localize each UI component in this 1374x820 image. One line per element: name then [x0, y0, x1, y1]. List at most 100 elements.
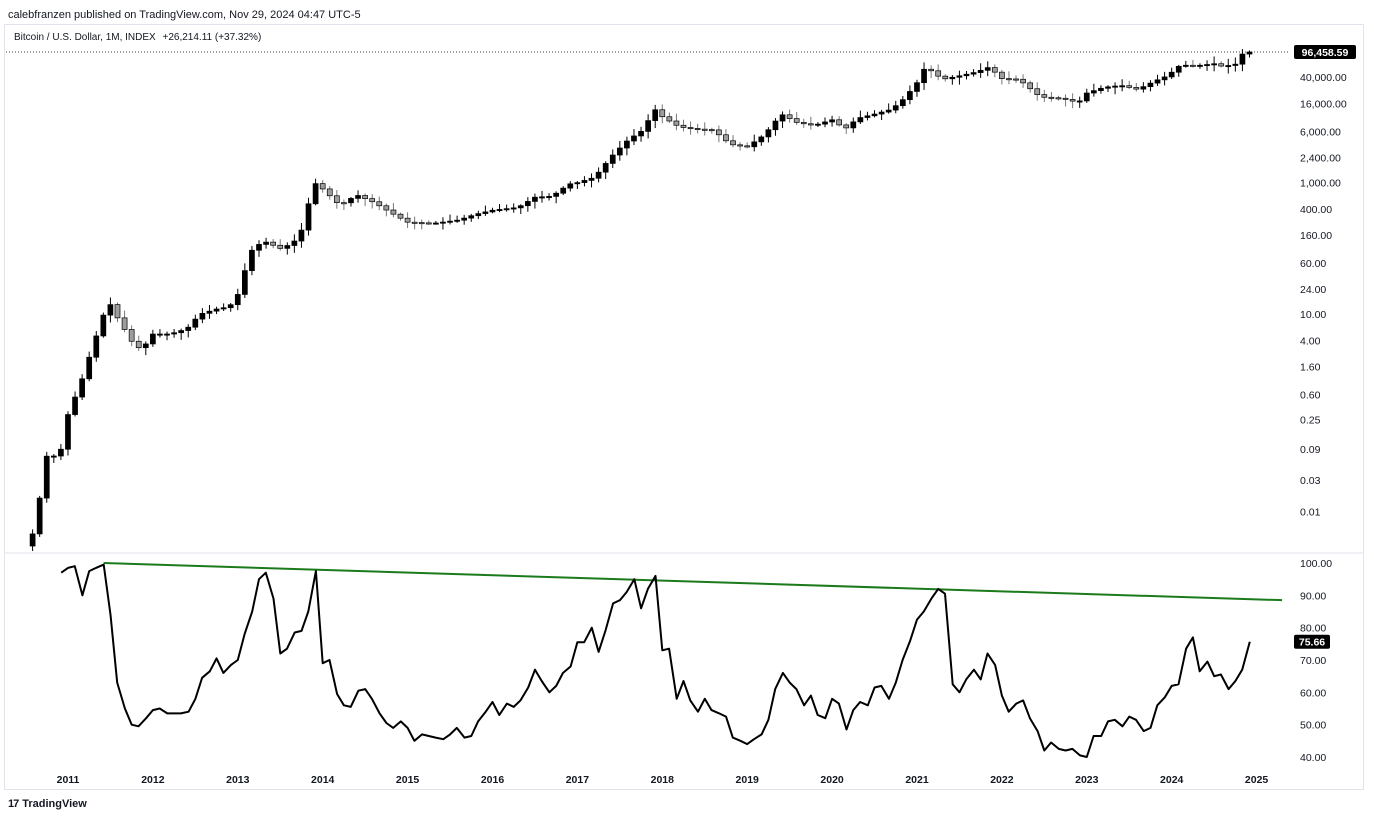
candle[interactable]: [1083, 92, 1090, 102]
candle[interactable]: [79, 378, 85, 398]
candle[interactable]: [447, 220, 453, 223]
candle[interactable]: [433, 222, 439, 225]
candle[interactable]: [991, 67, 998, 73]
candle[interactable]: [199, 312, 206, 320]
candle[interactable]: [624, 140, 630, 149]
candle[interactable]: [1020, 78, 1026, 84]
candle[interactable]: [758, 136, 765, 143]
candle[interactable]: [425, 222, 432, 225]
candle[interactable]: [1197, 64, 1203, 67]
symbol-label[interactable]: Bitcoin / U.S. Dollar, 1M, INDEX: [14, 32, 156, 43]
candle[interactable]: [1239, 53, 1246, 65]
candle[interactable]: [673, 120, 680, 126]
candle[interactable]: [701, 128, 708, 131]
candle[interactable]: [1168, 71, 1175, 78]
candle[interactable]: [397, 213, 404, 219]
candle[interactable]: [772, 120, 779, 131]
candle[interactable]: [65, 414, 71, 450]
candle[interactable]: [1055, 97, 1062, 100]
candle[interactable]: [1225, 65, 1232, 68]
trend-line[interactable]: [103, 562, 1283, 602]
candle[interactable]: [305, 203, 312, 231]
candle[interactable]: [355, 195, 361, 199]
candle[interactable]: [892, 105, 899, 111]
candle[interactable]: [220, 307, 227, 310]
candle[interactable]: [949, 76, 956, 80]
candle[interactable]: [475, 213, 482, 217]
candle[interactable]: [1218, 63, 1225, 67]
candle[interactable]: [249, 249, 255, 271]
candle[interactable]: [532, 196, 538, 202]
candle[interactable]: [829, 119, 835, 123]
candle[interactable]: [602, 163, 609, 173]
candle[interactable]: [1090, 90, 1097, 94]
candle[interactable]: [1232, 63, 1239, 66]
candle[interactable]: [135, 340, 142, 349]
candle[interactable]: [609, 154, 616, 164]
candle[interactable]: [843, 124, 850, 129]
candle[interactable]: [369, 198, 376, 203]
candle[interactable]: [411, 221, 418, 224]
candle[interactable]: [100, 314, 107, 337]
candle[interactable]: [468, 215, 475, 219]
candle[interactable]: [977, 69, 984, 73]
candle[interactable]: [29, 533, 36, 547]
candle[interactable]: [744, 145, 751, 148]
candle[interactable]: [1147, 82, 1154, 88]
candle[interactable]: [418, 222, 425, 225]
candle[interactable]: [1069, 99, 1076, 102]
candle[interactable]: [241, 270, 248, 295]
candle[interactable]: [942, 75, 949, 80]
candle[interactable]: [72, 396, 78, 415]
candle[interactable]: [574, 182, 581, 185]
candle[interactable]: [263, 241, 269, 245]
candle[interactable]: [362, 195, 368, 199]
candle[interactable]: [1246, 51, 1253, 55]
candle[interactable]: [298, 229, 305, 242]
candle[interactable]: [178, 330, 185, 334]
candle[interactable]: [503, 208, 510, 211]
candle[interactable]: [50, 455, 57, 458]
candle[interactable]: [751, 141, 758, 148]
tradingview-brand[interactable]: 17 TradingView: [8, 798, 87, 810]
candle[interactable]: [206, 310, 213, 314]
candle[interactable]: [36, 497, 43, 535]
candle[interactable]: [723, 134, 729, 142]
candle[interactable]: [142, 343, 149, 349]
candle[interactable]: [1027, 82, 1034, 90]
candle[interactable]: [121, 317, 128, 330]
candle[interactable]: [815, 123, 821, 126]
candle[interactable]: [440, 221, 446, 224]
candle[interactable]: [213, 308, 220, 312]
candle[interactable]: [1204, 64, 1210, 67]
candle[interactable]: [652, 109, 659, 121]
candle[interactable]: [588, 177, 595, 181]
candle[interactable]: [256, 244, 262, 251]
candle[interactable]: [128, 329, 135, 342]
candle[interactable]: [312, 183, 319, 205]
candle[interactable]: [1062, 97, 1069, 100]
candle[interactable]: [234, 294, 241, 306]
candle[interactable]: [1161, 76, 1168, 81]
candle[interactable]: [928, 68, 934, 72]
candle[interactable]: [517, 205, 524, 209]
candle[interactable]: [1175, 65, 1182, 73]
candle[interactable]: [86, 356, 93, 380]
candle[interactable]: [185, 326, 192, 331]
candle[interactable]: [1076, 100, 1083, 103]
candle[interactable]: [850, 121, 857, 129]
candle[interactable]: [93, 335, 100, 358]
candle[interactable]: [454, 219, 460, 222]
candle[interactable]: [864, 115, 871, 118]
candle[interactable]: [171, 332, 177, 335]
candle[interactable]: [390, 209, 397, 215]
candle[interactable]: [1133, 87, 1140, 90]
indicator-line[interactable]: [60, 563, 1251, 758]
candle[interactable]: [857, 117, 864, 123]
candle[interactable]: [779, 114, 786, 122]
candle[interactable]: [482, 211, 489, 214]
candle[interactable]: [638, 131, 644, 137]
candle[interactable]: [461, 217, 468, 221]
candle[interactable]: [956, 75, 963, 78]
